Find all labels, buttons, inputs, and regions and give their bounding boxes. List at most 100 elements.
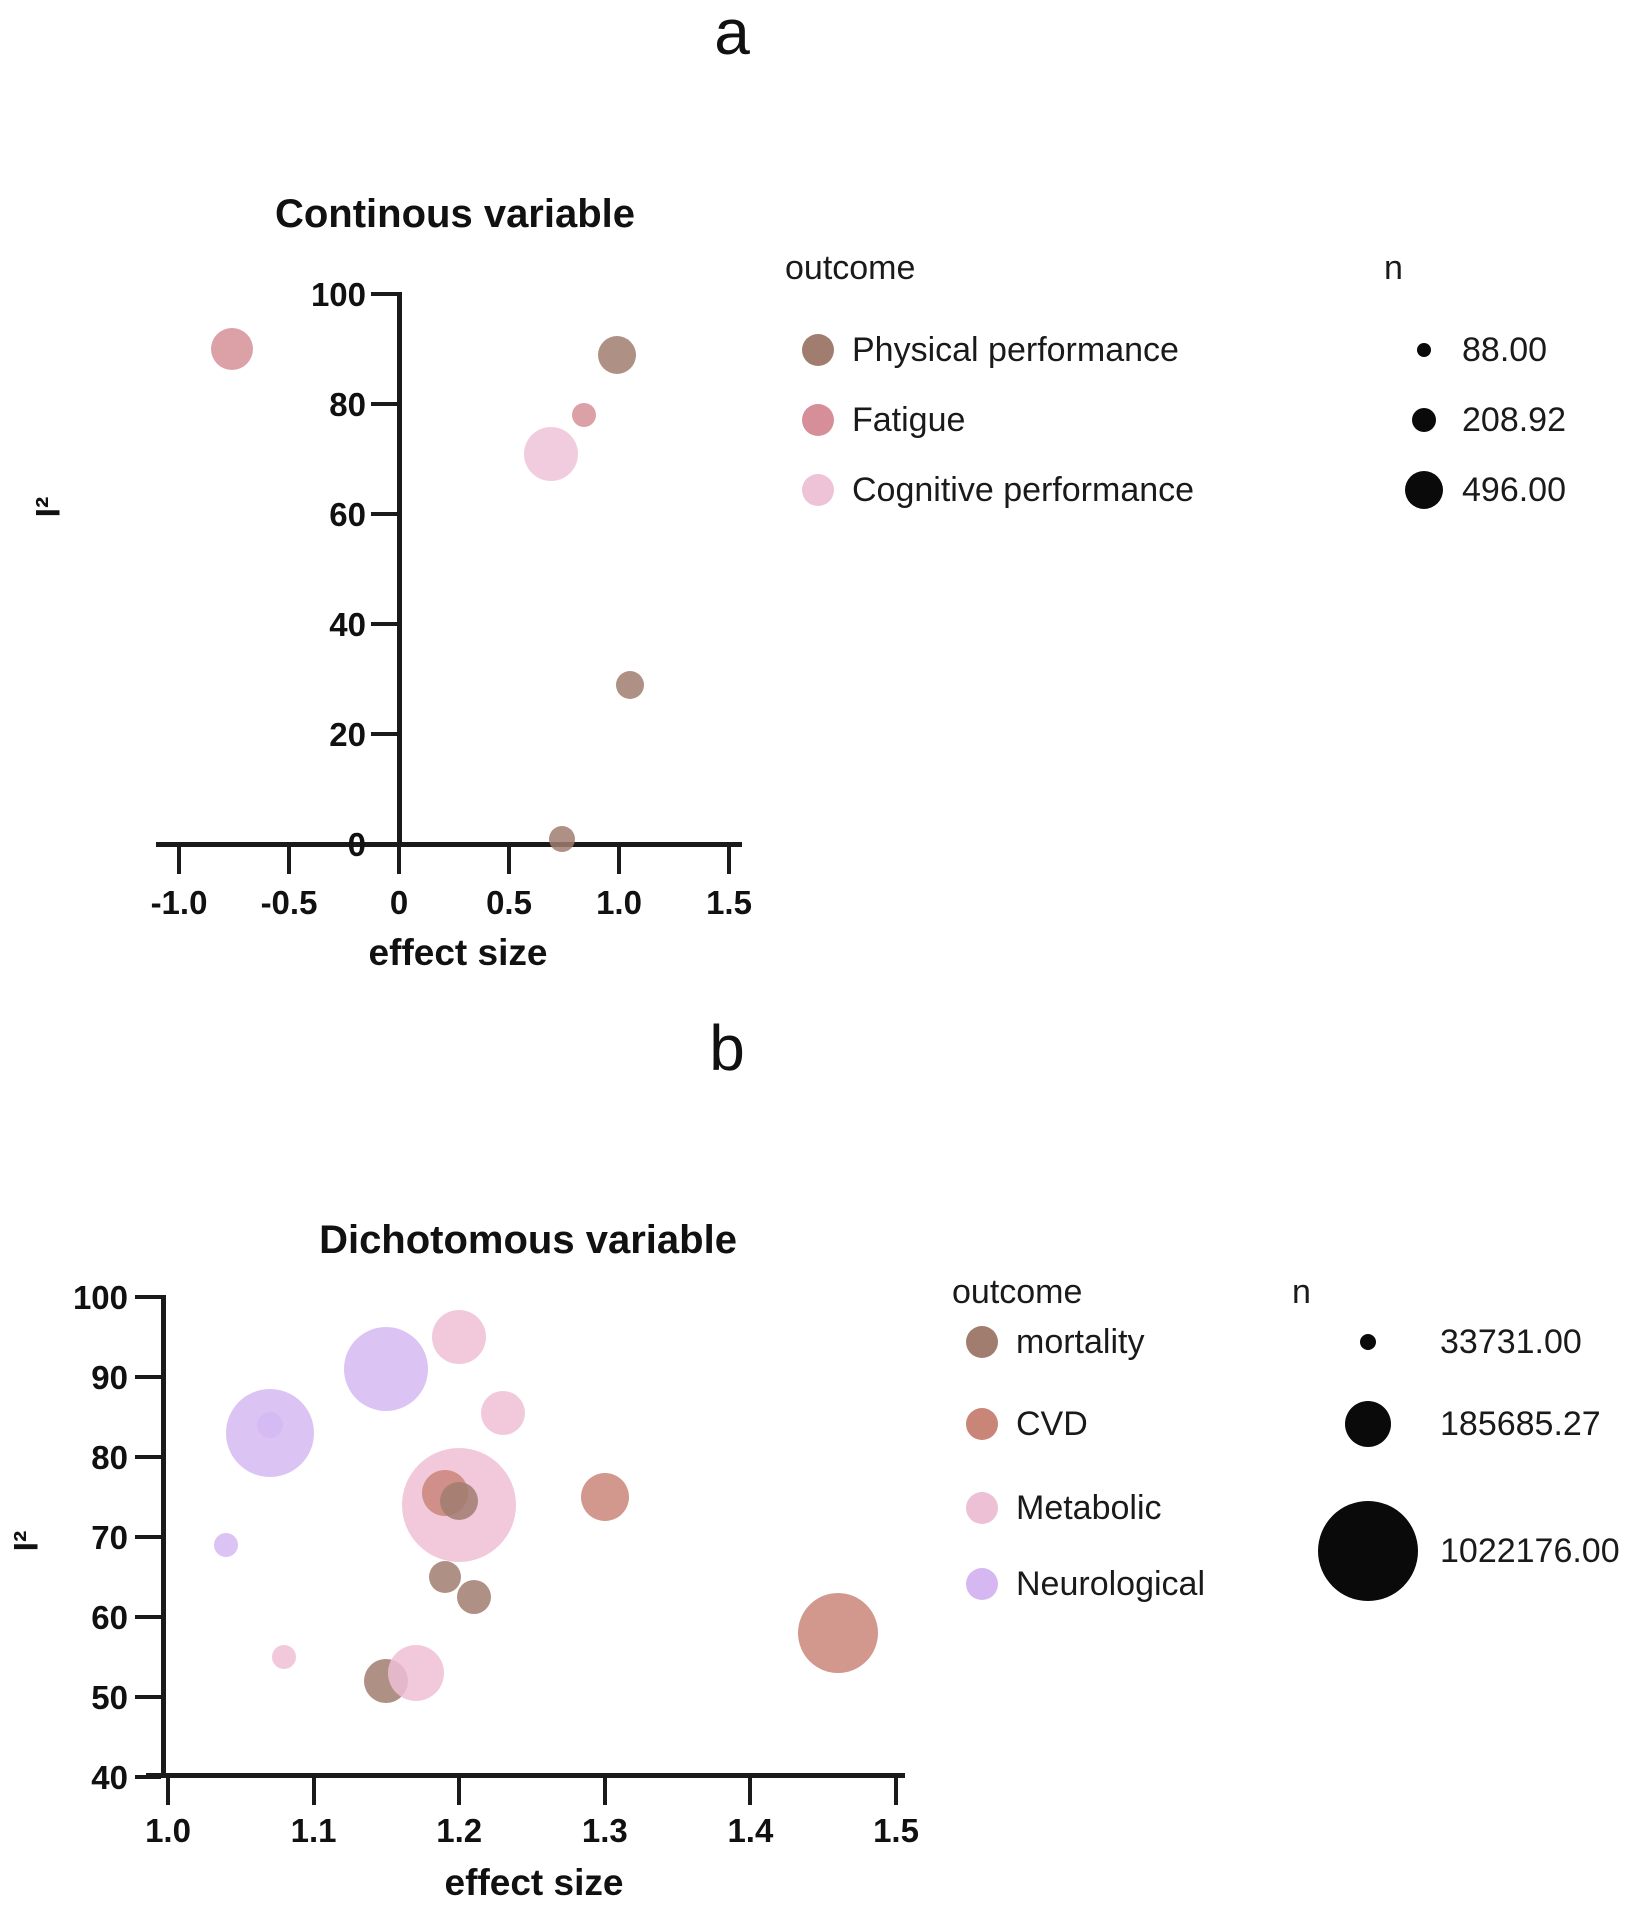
size-legend-label: 185685.27 [1440, 1405, 1601, 1443]
size-legend-dot [1360, 1334, 1376, 1350]
bubble-metabolic [272, 1645, 297, 1669]
y-axis-tick [371, 842, 397, 846]
y-axis-tick [135, 1695, 161, 1699]
chart-a-outcome-legend-header: outcome [785, 249, 916, 287]
y-axis-line [397, 292, 402, 847]
bubble-physical-performance [597, 335, 636, 374]
x-tick-label: 1.0 [145, 1812, 191, 1849]
x-tick-label: 1.0 [596, 884, 642, 921]
size-legend-dot [1405, 471, 1443, 509]
bubble-metabolic [387, 1645, 444, 1701]
bubble-fatigue [210, 328, 253, 370]
legend-label-physical-performance: Physical performance [852, 331, 1179, 369]
legend-swatch-cognitive-performance [802, 474, 834, 506]
bubble-neurological [214, 1533, 239, 1557]
y-tick-label: 60 [329, 496, 366, 533]
y-tick-label: 50 [91, 1679, 128, 1716]
x-axis-tick [166, 1773, 170, 1805]
x-axis-line [156, 842, 742, 847]
y-axis-tick [371, 402, 397, 406]
x-axis-tick [748, 1773, 753, 1805]
y-axis-tick [371, 622, 397, 626]
chart-a-x-axis-label: effect size [368, 932, 548, 973]
chart-a-n-legend-header: n [1384, 249, 1403, 287]
chart-a-title: Continous variable [274, 192, 636, 236]
bubble-physical-performance [616, 670, 644, 699]
x-tick-label: -0.5 [260, 884, 318, 921]
y-tick-label: 40 [91, 1759, 128, 1796]
x-tick-label: 1.5 [873, 1812, 919, 1849]
legend-swatch-neurological [966, 1568, 998, 1600]
x-axis-line [146, 1773, 905, 1778]
x-axis-tick [177, 842, 181, 874]
x-axis-tick [507, 842, 511, 874]
size-legend-dot [1345, 1401, 1391, 1447]
chart-a-y-axis-label: I² [29, 496, 68, 518]
bubble-mortality [440, 1482, 479, 1520]
y-axis-tick [135, 1295, 161, 1299]
y-axis-tick [135, 1775, 161, 1779]
chart-b-x-axis-label: effect size [444, 1862, 624, 1903]
y-axis-tick [135, 1375, 161, 1379]
x-axis-tick [457, 1773, 462, 1805]
y-axis-tick [135, 1535, 161, 1539]
legend-label-cvd: CVD [1016, 1405, 1088, 1443]
x-axis-tick [397, 842, 401, 874]
y-tick-label: 20 [329, 716, 366, 753]
legend-label-neurological: Neurological [1016, 1565, 1205, 1603]
y-axis-tick [371, 512, 397, 516]
y-axis-tick [371, 292, 397, 296]
bubble-cognitive-performance [523, 426, 578, 481]
legend-label-cognitive-performance: Cognitive performance [852, 471, 1195, 509]
x-tick-label: 1.4 [727, 1812, 774, 1849]
chart-b-title: Dichotomous variable [319, 1218, 737, 1262]
bubble-cvd [580, 1473, 629, 1521]
bubble-metabolic [480, 1391, 525, 1435]
size-legend-label: 88.00 [1462, 331, 1548, 369]
bubble-neurological [256, 1412, 283, 1438]
legend-label-fatigue: Fatigue [852, 401, 966, 439]
bubble-neurological [344, 1327, 429, 1411]
size-legend-dot [1412, 408, 1436, 432]
y-axis-line [161, 1295, 166, 1778]
bubble-mortality [428, 1561, 461, 1593]
legend-swatch-mortality [966, 1326, 998, 1358]
bubble-cvd [797, 1593, 878, 1673]
y-tick-label: 40 [329, 606, 366, 643]
x-tick-label: 1.3 [581, 1812, 628, 1849]
panel-a-letter: a [714, 0, 750, 68]
y-tick-label: 70 [91, 1519, 128, 1556]
y-tick-label: 0 [347, 826, 366, 863]
x-axis-tick [311, 1773, 316, 1805]
x-tick-label: 0.5 [486, 884, 532, 921]
legend-label-metabolic: Metabolic [1016, 1489, 1162, 1527]
x-tick-label: -1.0 [150, 884, 208, 921]
chart-b-n-legend-header: n [1292, 1273, 1311, 1311]
x-axis-tick [617, 842, 621, 874]
y-tick-label: 80 [329, 386, 366, 423]
x-tick-label: 1.5 [706, 884, 752, 921]
panel-b-letter: b [709, 1012, 745, 1084]
size-legend-label: 1022176.00 [1440, 1532, 1620, 1570]
x-tick-label: 1.1 [290, 1812, 337, 1849]
bubble-fatigue [571, 403, 596, 427]
y-tick-label: 100 [310, 276, 366, 313]
bubble-physical-performance [548, 825, 575, 852]
legend-label-mortality: mortality [1016, 1323, 1145, 1361]
size-legend-label: 33731.00 [1440, 1323, 1582, 1361]
size-legend-dot [1318, 1501, 1418, 1601]
bubble-metabolic [432, 1310, 487, 1364]
x-tick-label: 0 [389, 884, 409, 921]
x-axis-tick [727, 842, 731, 874]
y-tick-label: 90 [91, 1359, 128, 1396]
y-axis-tick [135, 1455, 161, 1459]
size-legend-label: 208.92 [1462, 401, 1566, 439]
y-tick-label: 80 [91, 1439, 128, 1476]
x-tick-label: 1.2 [436, 1812, 483, 1849]
x-axis-tick [894, 1773, 898, 1805]
x-axis-tick [602, 1773, 607, 1805]
x-axis-tick [287, 842, 291, 874]
y-axis-tick [135, 1615, 161, 1619]
bubble-mortality [456, 1580, 491, 1614]
